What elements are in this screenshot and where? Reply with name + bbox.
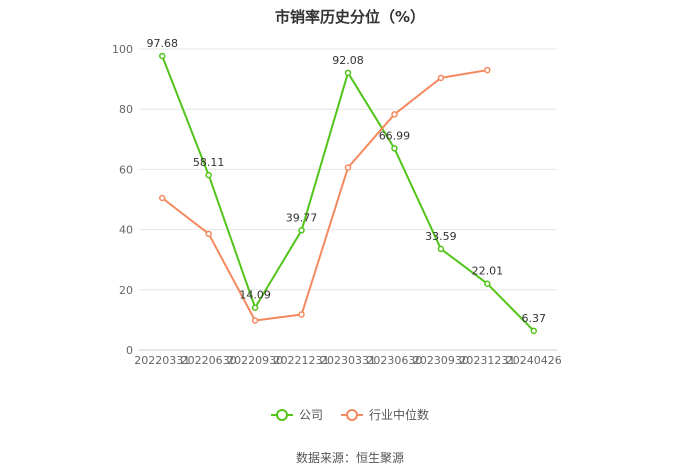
y-tick-label: 100 (112, 43, 133, 56)
legend-company-label: 公司 (298, 408, 323, 422)
data-point (484, 280, 491, 287)
series-line-1 (161, 69, 488, 322)
data-point (391, 111, 398, 118)
data-point (251, 317, 259, 324)
y-tick-label: 60 (119, 163, 133, 176)
data-point (484, 66, 491, 74)
data-label: 33.59 (425, 230, 457, 243)
x-tick-label: 20221231 (274, 354, 330, 367)
data-point (391, 145, 398, 152)
data-point (251, 304, 259, 311)
data-label: 22.01 (472, 265, 504, 278)
data-label: 6.37 (522, 312, 547, 325)
y-tick-label: 20 (119, 284, 133, 297)
x-tick-label: 20230630 (366, 354, 422, 367)
data-point (205, 171, 212, 179)
data-point (530, 327, 538, 335)
x-tick-label: 20240426 (506, 354, 562, 367)
y-tick-label: 40 (119, 224, 133, 237)
data-point (437, 245, 445, 253)
data-point (205, 230, 212, 238)
data-label: 66.99 (379, 129, 411, 142)
x-tick-label: 20230930 (413, 354, 469, 367)
y-tick-label: 80 (119, 103, 133, 116)
data-point (298, 311, 305, 318)
x-tick-label: 20231231 (459, 354, 515, 367)
x-tick-label: 20220331 (134, 354, 190, 367)
data-point (298, 227, 305, 234)
legend-company-swatch-icon (270, 408, 293, 421)
data-label: 92.08 (332, 54, 364, 67)
data-label: 39.77 (286, 211, 318, 224)
x-tick-label: 20220630 (181, 354, 237, 367)
legend-item-industry-median[interactable]: 行业中位数 (341, 406, 429, 423)
data-label: 14.09 (239, 289, 271, 302)
y-tick-label: 0 (126, 344, 133, 357)
legend-industry-median-label: 行业中位数 (369, 408, 430, 422)
data-source: 数据来源：恒生聚源 (295, 451, 404, 465)
data-label: 58.11 (193, 156, 225, 169)
data-point (344, 69, 352, 77)
legend-item-company[interactable]: 公司 (270, 406, 323, 423)
x-tick-label: 20230331 (320, 354, 376, 367)
x-tick-label: 20220930 (227, 354, 283, 367)
data-point (437, 74, 445, 82)
data-point (158, 194, 166, 202)
data-point (158, 52, 166, 60)
data-label: 97.68 (146, 37, 178, 50)
legend-industry-swatch-icon (341, 408, 363, 421)
data-point (344, 164, 352, 171)
chart-title: 市销率历史分位（%） (274, 8, 426, 26)
legend: 公司 行业中位数 (0, 406, 700, 423)
